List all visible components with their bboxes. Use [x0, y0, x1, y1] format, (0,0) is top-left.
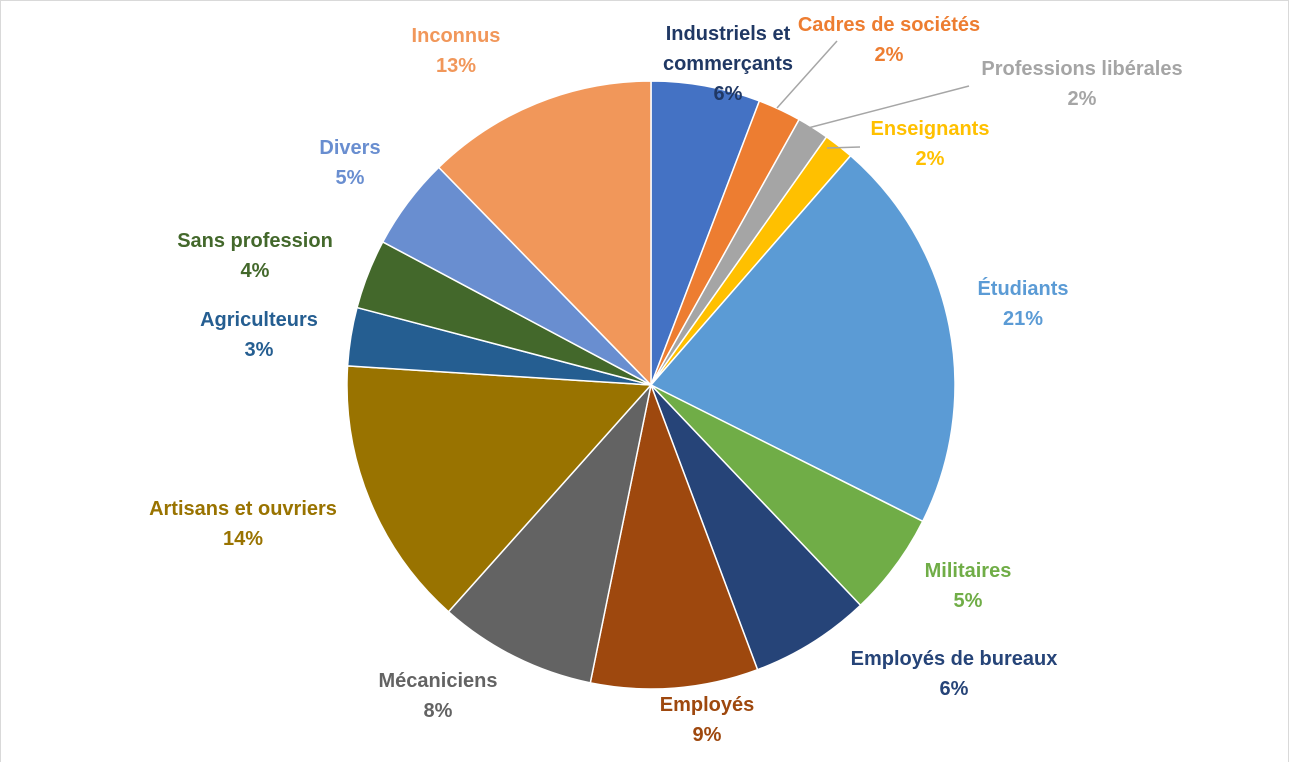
pie-slice-inconnus — [437, 80, 652, 387]
data-label-percent: 5% — [954, 590, 983, 612]
data-label-percent: 21% — [1003, 308, 1043, 330]
data-label-category: Cadres de sociétés — [798, 14, 980, 36]
data-label-divers: Divers 5% — [319, 137, 380, 189]
data-label-category: Mécaniciens — [379, 670, 498, 692]
data-label-category: Agriculteurs — [200, 309, 318, 331]
data-label-percent: 2% — [916, 148, 945, 170]
data-label-percent: 9% — [693, 724, 722, 746]
data-label-percent: 6% — [714, 83, 743, 105]
data-label-category: Sans profession — [177, 230, 333, 252]
pie-slice-employes-de-bureaux — [650, 384, 862, 671]
pie-slice-employes — [589, 382, 759, 690]
data-label-mecaniciens: Mécaniciens 8% — [379, 670, 498, 722]
data-label-employes: Employés 9% — [660, 694, 754, 746]
data-label-percent: 2% — [875, 44, 904, 66]
data-label-percent: 14% — [223, 528, 263, 550]
data-label-category: Enseignants — [871, 118, 990, 140]
data-label-etudiants: Étudiants 21% — [977, 277, 1068, 330]
data-label-category: Employés de bureaux — [851, 648, 1058, 670]
data-label-agriculteurs: Agriculteurs 3% — [200, 309, 318, 361]
data-label-percent: 8% — [424, 700, 453, 722]
data-label-employes-de-bureaux: Employés de bureaux 6% — [851, 648, 1058, 700]
data-label-category: Étudiants — [977, 277, 1068, 300]
data-label-industriels-et-commercants: Industriels et commerçants 6% — [663, 23, 793, 105]
data-label-cadres-de-societes: Cadres de sociétés 2% — [798, 14, 980, 66]
data-label-category: commerçants — [663, 53, 793, 75]
data-label-percent: 3% — [245, 339, 274, 361]
data-labels: Industriels et commerçants 6% Cadres de soc… — [149, 14, 1183, 746]
leader-line-cadres-de-societes — [776, 40, 838, 109]
data-label-enseignants: Enseignants 2% — [871, 118, 990, 170]
data-label-professions-liberales: Professions libérales 2% — [981, 58, 1182, 110]
pie-slice-etudiants — [649, 154, 956, 523]
leader-line-enseignants — [826, 146, 861, 149]
data-label-category: Divers — [319, 137, 380, 159]
leader-line-professions-liberales — [807, 85, 970, 129]
pie-slice-artisans-et-ouvriers — [346, 365, 653, 613]
data-label-sans-profession: Sans profession 4% — [177, 230, 333, 282]
data-label-category: Professions libérales — [981, 58, 1182, 80]
pie-slices — [346, 80, 956, 690]
data-label-category: Employés — [660, 694, 754, 716]
data-label-percent: 6% — [940, 678, 969, 700]
data-label-category: Militaires — [925, 560, 1012, 582]
data-label-percent: 13% — [436, 55, 476, 77]
data-label-category: Industriels et — [666, 23, 791, 45]
pie-slice-mecaniciens — [447, 382, 653, 684]
data-label-percent: 4% — [241, 260, 270, 282]
data-label-inconnus: Inconnus 13% — [412, 25, 501, 77]
data-label-militaires: Militaires 5% — [925, 560, 1012, 612]
data-label-percent: 5% — [336, 167, 365, 189]
leader-lines — [776, 40, 970, 149]
data-label-category: Artisans et ouvriers — [149, 498, 337, 520]
data-label-artisans-et-ouvriers: Artisans et ouvriers 14% — [149, 498, 337, 550]
data-label-percent: 2% — [1068, 88, 1097, 110]
data-label-category: Inconnus — [412, 25, 501, 47]
